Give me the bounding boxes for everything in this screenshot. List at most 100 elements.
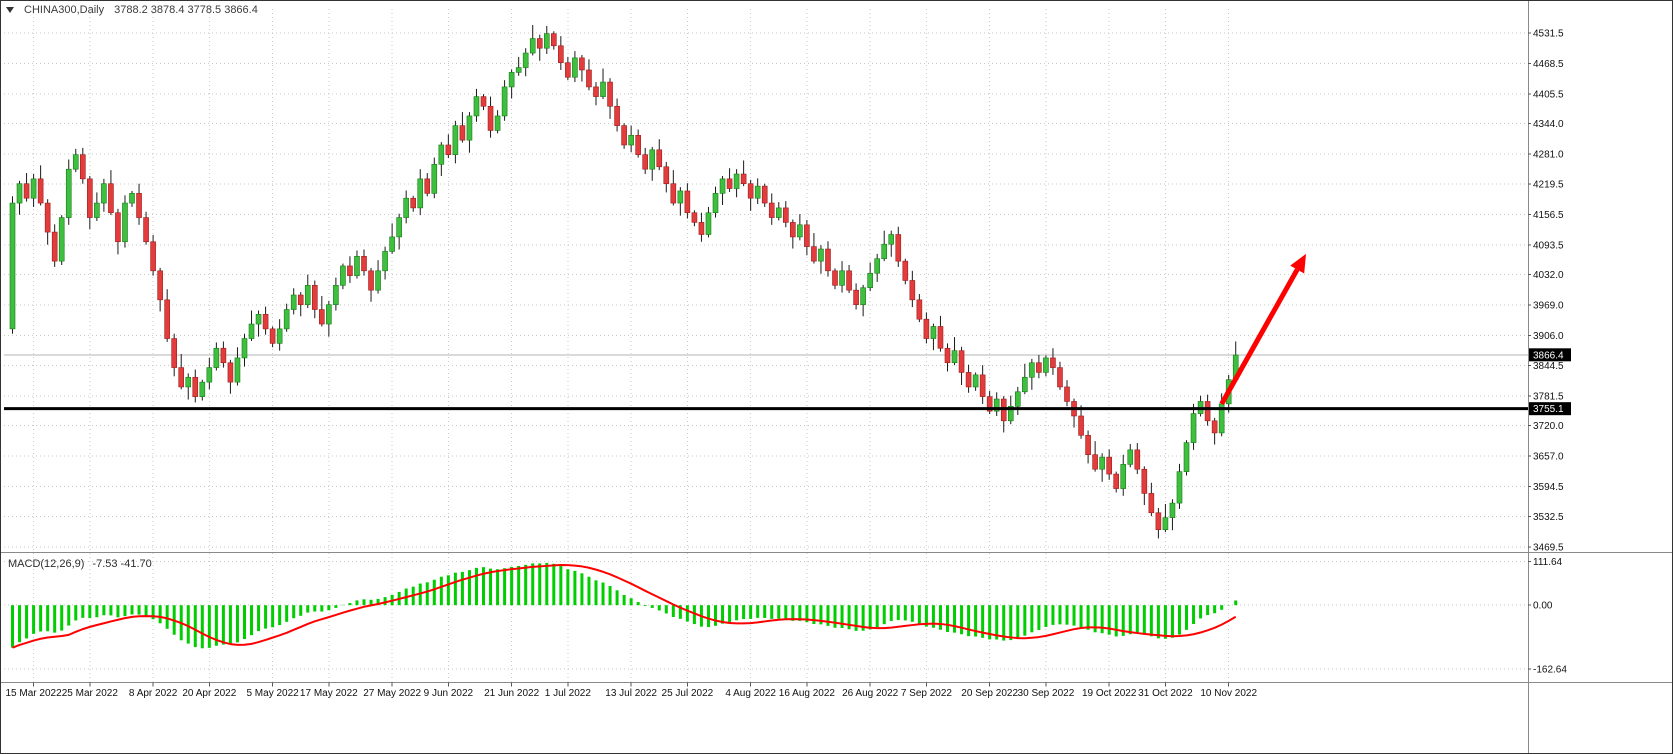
- candle-down: [80, 154, 86, 180]
- time-tick-label: 19 Oct 2022: [1082, 688, 1137, 699]
- candle-down: [804, 224, 810, 247]
- candle-up: [860, 287, 866, 305]
- candle-up: [705, 212, 712, 235]
- candle-down: [593, 86, 599, 97]
- price-tick-label: 3469.5: [1533, 542, 1564, 553]
- candle-down: [227, 362, 234, 383]
- candle-down: [558, 45, 564, 64]
- candle-up: [9, 202, 16, 330]
- time-tick-label: 5 May 2022: [246, 688, 299, 699]
- candle-up: [16, 183, 23, 204]
- price-tick-label: 3720.0: [1533, 421, 1564, 432]
- candle-down: [958, 350, 965, 373]
- candle-up: [466, 115, 473, 141]
- candle-up: [993, 398, 1000, 412]
- candle-up: [951, 350, 958, 364]
- price-tick-label: 3657.0: [1533, 452, 1564, 463]
- trend-arrow-annotation[interactable]: [1219, 253, 1307, 406]
- candle-up: [396, 217, 402, 238]
- candle-down: [909, 280, 916, 301]
- svg-text:3755.1: 3755.1: [1533, 404, 1564, 415]
- price-tick-label: 3594.5: [1533, 482, 1564, 493]
- candle-up: [431, 164, 438, 194]
- candle-up: [1190, 413, 1197, 443]
- candle-up: [677, 190, 684, 204]
- candle-up: [494, 115, 501, 131]
- candle-up: [333, 285, 339, 305]
- macd-tick-label: 111.64: [1533, 557, 1563, 568]
- candle-up: [733, 173, 740, 189]
- candle-down: [565, 62, 571, 78]
- macd-tick-label: -162.64: [1533, 665, 1567, 676]
- candle-up: [972, 374, 979, 388]
- candle-down: [157, 270, 163, 301]
- candle-down: [136, 193, 142, 218]
- candle-down: [1106, 456, 1112, 475]
- price-tick-label: 4281.0: [1533, 150, 1564, 161]
- time-tick-label: 1 Jul 2022: [545, 688, 592, 699]
- candle-down: [143, 217, 149, 243]
- candle-up: [185, 376, 192, 388]
- candle-up: [241, 338, 248, 359]
- hline-price-tag: 3755.1: [1529, 402, 1571, 416]
- candle-down: [480, 96, 487, 107]
- candle-down: [1211, 420, 1218, 434]
- candle-up: [375, 270, 381, 291]
- candle-up: [1169, 502, 1176, 518]
- candle-down: [164, 299, 170, 339]
- price-tick-label: 3844.5: [1533, 361, 1564, 372]
- candle-down: [635, 135, 641, 155]
- candle-up: [30, 178, 37, 199]
- candle-up: [122, 202, 128, 243]
- candle-down: [614, 105, 620, 126]
- candle-up: [403, 197, 409, 218]
- time-tick-label: 15 Mar 2022: [6, 688, 63, 699]
- time-tick-label: 20 Apr 2022: [182, 688, 236, 699]
- symbol-dropdown-icon[interactable]: [6, 7, 14, 13]
- candle-down: [768, 202, 775, 218]
- candle-down: [192, 376, 199, 397]
- price-tick-label: 3969.0: [1533, 301, 1564, 312]
- candle-down: [311, 285, 318, 310]
- candle-up: [389, 236, 395, 252]
- candle-down: [691, 212, 698, 223]
- candle-down: [670, 183, 677, 204]
- candle-up: [340, 265, 346, 286]
- candle-down: [740, 173, 747, 184]
- candle-up: [438, 144, 445, 165]
- candle-down: [811, 246, 817, 262]
- time-tick-label: 9 Jun 2022: [424, 688, 474, 699]
- candle-up: [628, 135, 634, 146]
- time-tick-label: 16 Aug 2022: [779, 688, 836, 699]
- candle-down: [87, 178, 93, 218]
- candle-down: [986, 396, 993, 412]
- candle-down: [642, 154, 649, 170]
- candle-up: [290, 294, 297, 310]
- candle-down: [846, 270, 852, 291]
- candle-up: [417, 178, 424, 209]
- candle-up: [1043, 357, 1049, 373]
- candle-down: [368, 270, 374, 291]
- candle-up: [543, 33, 550, 49]
- macd-signal-line: [12, 564, 1237, 649]
- time-axis[interactable]: 15 Mar 2022 25 Mar 2022 8 Apr 2022 20 Apr 2…: [6, 682, 1258, 700]
- candle-up: [283, 309, 290, 330]
- candle-down: [1113, 473, 1120, 489]
- candle-up: [1120, 464, 1127, 489]
- candle-up: [529, 38, 536, 54]
- price-tick-label: 4468.5: [1533, 59, 1564, 70]
- candle-down: [297, 294, 304, 305]
- price-tick-label: 3532.5: [1533, 512, 1564, 523]
- candle-down: [979, 374, 986, 397]
- candle-down: [1155, 512, 1162, 531]
- price-axis[interactable]: 4531.5 4468.5 4405.5 4344.0 4281.0 4219.5 4156…: [1528, 28, 1567, 676]
- candle-down: [621, 125, 627, 146]
- candle-up: [1127, 449, 1134, 465]
- candle-down: [44, 202, 51, 233]
- candle-up: [522, 52, 529, 68]
- candle-up: [199, 381, 206, 397]
- candle-down: [698, 222, 705, 235]
